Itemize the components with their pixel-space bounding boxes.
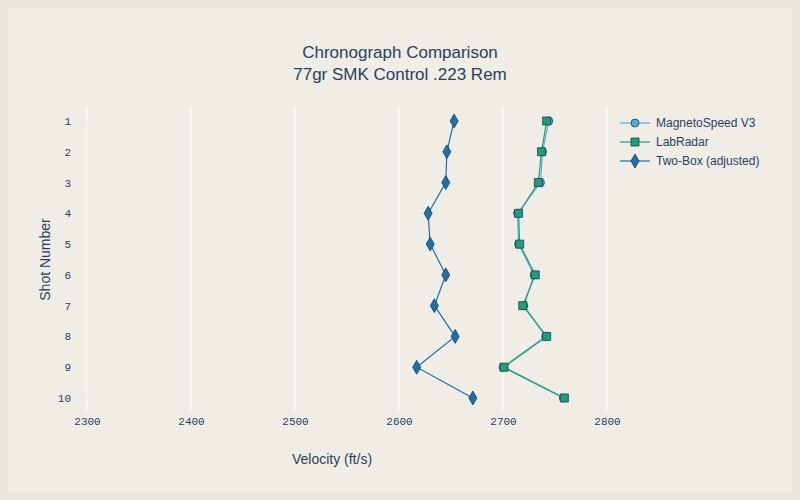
legend-item: MagnetoSpeed V3 <box>620 116 756 130</box>
series-marker <box>442 268 450 282</box>
page-background <box>0 0 800 500</box>
series-line <box>504 121 564 398</box>
legend-symbol <box>631 119 639 127</box>
y-tick: 5 <box>64 239 87 251</box>
x-tick: 2500 <box>282 411 308 428</box>
grid <box>87 108 607 411</box>
y-axis: 1 2 3 4 5 6 7 8 9 10 <box>58 116 88 405</box>
x-tick: 2600 <box>386 411 412 428</box>
grid-line <box>87 108 88 411</box>
series-marker <box>443 145 451 159</box>
x-tick: 2300 <box>74 411 100 428</box>
series-marker <box>543 332 551 340</box>
x-tick-label: 2400 <box>178 416 204 428</box>
x-axis-title: Velocity (ft/s) <box>292 451 372 467</box>
x-tick: 2800 <box>594 411 620 428</box>
legend-label: LabRadar <box>656 135 709 149</box>
y-tick: 8 <box>64 331 87 343</box>
grid-line <box>607 108 608 411</box>
chart-background <box>8 8 792 492</box>
series-marker <box>534 179 542 187</box>
y-axis-line <box>87 122 88 399</box>
x-tick-label: 2500 <box>282 416 308 428</box>
y-tick-label: 9 <box>64 362 71 374</box>
series-marker <box>413 360 421 374</box>
x-tick: 2700 <box>490 411 516 428</box>
series-marker <box>516 240 524 248</box>
y-axis-title: Shot Number <box>37 218 53 301</box>
grid-line <box>191 108 192 411</box>
y-tick-label: 10 <box>58 393 71 405</box>
legend-label: MagnetoSpeed V3 <box>656 116 756 130</box>
series-marker <box>451 329 459 343</box>
y-tick-label: 8 <box>64 331 71 343</box>
grid-line <box>399 108 400 411</box>
y-tick: 2 <box>64 147 87 159</box>
y-tick-label: 3 <box>64 178 71 190</box>
series-marker <box>442 176 450 190</box>
legend-symbol <box>631 138 639 146</box>
series-marker <box>450 114 458 128</box>
legend-item: LabRadar <box>620 135 709 149</box>
x-tick-label: 2600 <box>386 416 412 428</box>
legend-label: Two-Box (adjusted) <box>656 154 759 168</box>
series-marker <box>469 391 477 405</box>
y-tick-label: 5 <box>64 239 71 251</box>
series-marker <box>560 394 568 402</box>
y-tick: 3 <box>64 178 87 190</box>
series-marker <box>430 299 438 313</box>
series-marker <box>515 209 523 217</box>
series-marker <box>531 271 539 279</box>
y-tick: 4 <box>64 208 87 220</box>
x-tick: 2400 <box>178 411 204 428</box>
y-tick-label: 7 <box>64 301 71 313</box>
x-axis-line <box>88 411 608 412</box>
y-tick-label: 2 <box>64 147 71 159</box>
legend-item: Two-Box (adjusted) <box>620 154 759 168</box>
legend: MagnetoSpeed V3 LabRadar Two-Box (adjusted… <box>620 116 759 168</box>
grid-line <box>295 108 296 411</box>
series-marker <box>519 302 527 310</box>
titles: Chronograph Comparison 77gr SMK Control .… <box>37 43 507 467</box>
title: Chronograph Comparison <box>302 43 498 62</box>
series-line <box>503 121 563 398</box>
subtitle: 77gr SMK Control .223 Rem <box>293 65 507 84</box>
y-tick: 9 <box>64 362 87 374</box>
series-line <box>417 121 473 398</box>
x-tick-label: 2800 <box>594 416 620 428</box>
y-tick: 6 <box>64 270 87 282</box>
series-marker <box>426 237 434 251</box>
series-marker <box>537 148 545 156</box>
y-tick: 1 <box>64 116 87 128</box>
x-tick-label: 2700 <box>490 416 516 428</box>
series-marker <box>500 363 508 371</box>
x-axis: 2300 2400 2500 2600 2700 2800 <box>74 411 620 428</box>
x-tick-label: 2300 <box>74 416 100 428</box>
y-tick: 7 <box>64 301 87 313</box>
plot-area <box>413 114 569 405</box>
y-tick-label: 6 <box>64 270 71 282</box>
y-tick-label: 1 <box>64 116 71 128</box>
y-tick-label: 4 <box>64 208 71 220</box>
series-marker <box>543 117 551 125</box>
chart: 23002400250026002700280012345678910Chron… <box>0 0 800 500</box>
y-tick: 10 <box>58 393 87 405</box>
legend-symbol <box>631 154 639 168</box>
series-marker <box>424 206 432 220</box>
